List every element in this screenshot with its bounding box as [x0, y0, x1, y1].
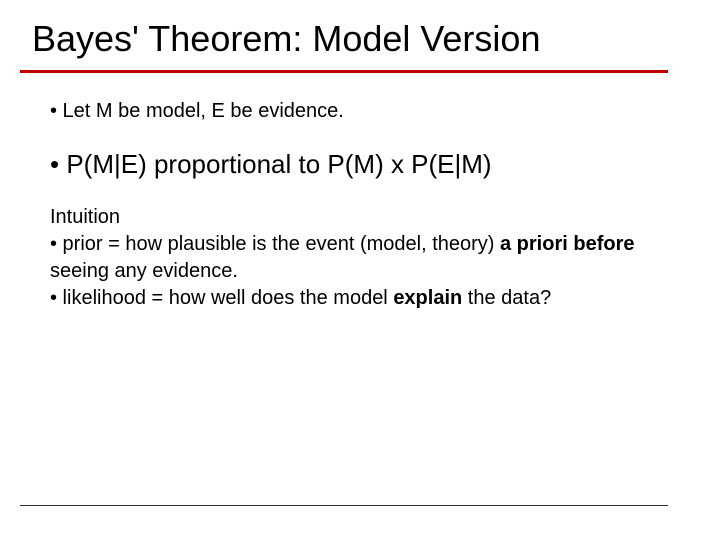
prior-text-2: seeing any evidence.: [50, 260, 238, 282]
bullet-definitions: • Let M be model, E be evidence.: [50, 98, 650, 125]
bottom-rule: [20, 505, 668, 506]
bullet-formula: • P(M|E) proportional to P(M) x P(E|M): [50, 147, 650, 182]
likelihood-text-2: the data?: [462, 287, 551, 309]
slide: Bayes' Theorem: Model Version • Let M be…: [0, 0, 720, 540]
prior-text-1: • prior = how plausible is the event (mo…: [50, 233, 500, 255]
slide-body: • Let M be model, E be evidence. • P(M|E…: [50, 98, 650, 312]
prior-bold-before: before: [573, 233, 634, 255]
likelihood-text-1: • likelihood = how well does the model: [50, 287, 393, 309]
intuition-heading: Intuition: [50, 204, 650, 231]
likelihood-bold-explain: explain: [393, 287, 462, 309]
prior-bold-apriori: a priori: [500, 233, 568, 255]
title-underline: [20, 70, 668, 73]
intuition-likelihood: • likelihood = how well does the model e…: [50, 285, 650, 312]
intuition-prior: • prior = how plausible is the event (mo…: [50, 231, 650, 285]
slide-title: Bayes' Theorem: Model Version: [32, 18, 540, 60]
